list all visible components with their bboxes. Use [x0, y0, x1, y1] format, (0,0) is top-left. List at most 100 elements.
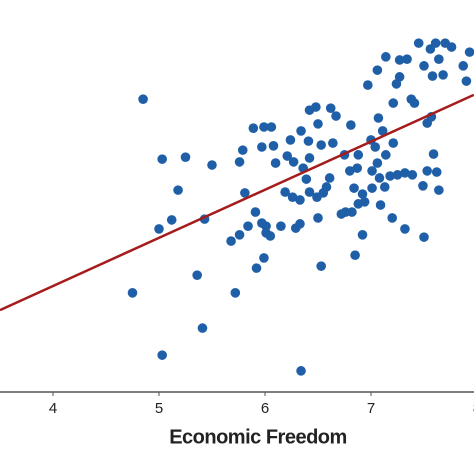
point [261, 221, 271, 231]
point [385, 171, 395, 181]
point [311, 102, 321, 112]
point [387, 213, 398, 223]
point [324, 173, 335, 183]
point [230, 288, 241, 298]
point [288, 157, 299, 167]
point [434, 185, 444, 195]
point [250, 207, 261, 217]
point [367, 183, 377, 193]
point [428, 149, 439, 159]
point [370, 142, 381, 152]
point [226, 236, 236, 246]
point [349, 183, 359, 193]
point [328, 138, 338, 148]
point [192, 270, 202, 280]
point [394, 72, 405, 82]
point [352, 163, 363, 173]
point [458, 61, 469, 71]
x-tick-label: 7 [367, 400, 375, 417]
point [295, 219, 305, 229]
point [325, 103, 336, 113]
point [166, 215, 177, 225]
point [413, 38, 424, 48]
x-axis-label: Economic Freedom [169, 426, 347, 448]
point [461, 76, 472, 86]
point [287, 192, 298, 202]
x-tick-label: 6 [261, 400, 269, 417]
point [464, 47, 474, 57]
point [388, 98, 399, 108]
point [438, 70, 448, 80]
point [422, 166, 432, 176]
point [276, 221, 286, 231]
point [243, 221, 253, 231]
point [266, 122, 277, 132]
point [372, 158, 383, 168]
point [316, 261, 326, 271]
point [377, 126, 388, 136]
x-tick-label: 4 [49, 400, 57, 417]
point [392, 170, 403, 180]
point [259, 122, 269, 132]
point [303, 136, 314, 146]
point [316, 140, 326, 150]
point [157, 154, 167, 164]
point [446, 42, 457, 52]
point [157, 350, 167, 360]
point [400, 168, 410, 178]
point [388, 138, 399, 148]
point [280, 187, 290, 197]
point [180, 152, 191, 162]
point [313, 213, 323, 223]
point [240, 188, 250, 198]
point [312, 192, 322, 202]
point [285, 135, 296, 145]
x-tick-label: 8 [473, 400, 474, 417]
point [353, 150, 364, 160]
point [261, 228, 271, 238]
point [409, 98, 420, 108]
point [381, 52, 391, 62]
point [346, 120, 356, 130]
x-tick-label: 5 [155, 400, 163, 417]
point [295, 195, 305, 205]
point [381, 150, 391, 160]
point [434, 54, 444, 64]
point [237, 145, 248, 155]
point [357, 230, 368, 240]
point [257, 142, 267, 152]
point [394, 55, 405, 65]
point [270, 158, 281, 168]
point [427, 71, 438, 81]
point [248, 123, 259, 133]
point [296, 366, 306, 376]
point [373, 113, 384, 123]
point [357, 189, 368, 199]
point [336, 209, 347, 219]
point [431, 167, 442, 177]
point [345, 166, 355, 176]
point [372, 65, 383, 75]
point [304, 153, 315, 163]
point [367, 166, 377, 176]
point [407, 170, 418, 180]
point [296, 126, 306, 136]
point [430, 38, 441, 48]
point [127, 288, 138, 298]
point [234, 230, 245, 240]
point [313, 119, 323, 129]
point [375, 200, 386, 210]
point [363, 80, 373, 90]
point [301, 174, 312, 184]
point [400, 224, 410, 234]
point [197, 323, 208, 333]
point [259, 253, 269, 263]
point [374, 173, 385, 183]
point [379, 182, 390, 192]
point [419, 232, 429, 242]
point [418, 181, 428, 191]
point [304, 187, 315, 197]
point [282, 151, 293, 161]
point [419, 61, 429, 71]
